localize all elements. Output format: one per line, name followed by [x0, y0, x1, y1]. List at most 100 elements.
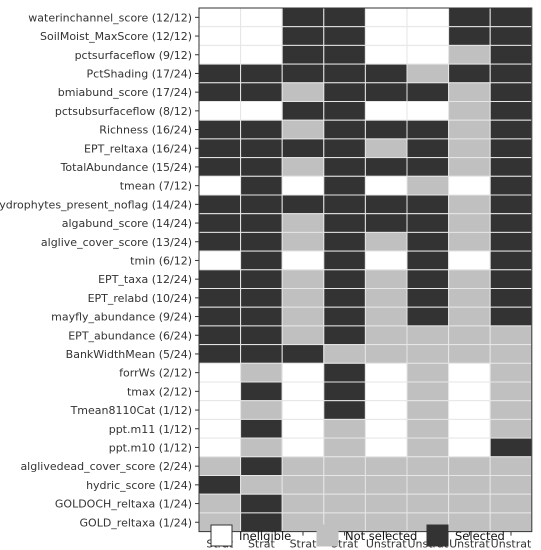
legend-label-not-selected: Not selected [345, 529, 417, 543]
cell-waterinchannel-score-col-7 [448, 7, 491, 28]
cell-ept-abundance-col-5 [364, 325, 408, 346]
cell-ept-reltaxa-col-5 [364, 138, 408, 159]
cell-ept-abundance-col-6 [406, 325, 450, 346]
cell-waterinchannel-score-col-3 [281, 7, 325, 28]
row-label: TotalAbundance (15/24) [60, 161, 192, 174]
row-label: EPT_taxa (12/24) [98, 273, 192, 286]
cell-bmiabund-score-col-3 [281, 82, 325, 103]
row-label: GOLDOCH_reltaxa (1/24) [55, 498, 192, 511]
row-label: hydric_score (1/24) [86, 479, 192, 492]
cell-ppt-m10-col-7 [448, 437, 491, 458]
cell-hydric-score-col-1 [198, 475, 242, 495]
cell-hydric-score-col-2 [240, 475, 283, 495]
cell-ept-taxa-col-5 [364, 269, 408, 289]
row-label: BankWidthMean (5/24) [66, 348, 192, 361]
row-label: mayfly_abundance (9/24) [51, 311, 192, 324]
cell-pctshading-col-3 [281, 63, 325, 84]
cell-algabund-score-col-4 [323, 213, 366, 233]
cell-ept-abundance-col-2 [240, 325, 283, 346]
cell-mayfly-abundance-col-3 [281, 306, 325, 327]
cell-totalabundance-col-8 [489, 157, 533, 177]
cell-totalabundance-col-1 [198, 157, 242, 177]
cell-pctsurfaceflow-col-8 [489, 44, 533, 65]
cell-algabund-score-col-1 [198, 213, 242, 233]
cell-totalabundance-col-6 [406, 157, 450, 177]
cell-tmin-col-5 [364, 250, 408, 271]
cell-totalabundance-col-7 [448, 157, 491, 177]
cell-hydrophytes-present-noflag-col-2 [240, 194, 283, 215]
cell-bmiabund-score-col-8 [489, 82, 533, 103]
row-label: pctsurfaceflow (9/12) [75, 49, 192, 62]
cell-forrws-col-2 [240, 362, 283, 383]
cell-richness-col-3 [281, 119, 325, 140]
cell-richness-col-5 [364, 119, 408, 140]
cell-tmean8110cat-col-5 [364, 400, 408, 420]
row-label: Tmean8110Cat (1/12) [70, 404, 192, 417]
cell-alglive-cover-score-col-3 [281, 231, 325, 252]
cell-tmean-col-6 [406, 175, 450, 196]
cell-forrws-col-4 [323, 362, 366, 383]
cell-alglivedead-cover-score-col-1 [198, 456, 242, 476]
cell-ppt-m11-col-7 [448, 418, 491, 439]
cell-mayfly-abundance-col-5 [364, 306, 408, 327]
cell-ept-abundance-col-4 [323, 325, 366, 346]
cell-waterinchannel-score-col-4 [323, 7, 366, 28]
row-label: bmiabund_score (17/24) [58, 86, 192, 99]
heatmap-cells [198, 7, 533, 533]
cell-tmean-col-2 [240, 175, 283, 196]
cell-ppt-m10-col-8 [489, 437, 533, 458]
row-label: waterinchannel_score (12/12) [28, 11, 192, 24]
cell-tmin-col-3 [281, 250, 325, 271]
cell-goldoch-reltaxa-col-1 [198, 493, 242, 514]
cell-forrws-col-5 [364, 362, 408, 383]
cell-hydrophytes-present-noflag-col-5 [364, 194, 408, 215]
cell-mayfly-abundance-col-6 [406, 306, 450, 327]
row-labels: waterinchannel_score (12/12) SoilMoist_Ma… [0, 11, 199, 529]
cell-ept-relabd-col-1 [198, 288, 242, 308]
cell-goldoch-reltaxa-col-4 [323, 493, 366, 514]
cell-ept-relabd-col-6 [406, 288, 450, 308]
cell-bmiabund-score-col-2 [240, 82, 283, 103]
cell-pctsubsurfaceflow-col-8 [489, 101, 533, 121]
legend-key-ineligible [210, 524, 233, 547]
cell-tmin-col-6 [406, 250, 450, 271]
cell-tmin-col-1 [198, 250, 242, 271]
cell-goldoch-reltaxa-col-6 [406, 493, 450, 514]
legend-key-selected [426, 524, 449, 547]
cell-soilmoist-maxscore-col-3 [281, 26, 325, 46]
cell-alglive-cover-score-col-8 [489, 231, 533, 252]
cell-bankwidthmean-col-1 [198, 344, 242, 364]
legend-key-not-selected [316, 524, 339, 547]
cell-pctshading-col-7 [448, 63, 491, 84]
row-label: Richness (16/24) [99, 124, 192, 137]
cell-waterinchannel-score-col-8 [489, 7, 533, 28]
row-label: alglive_cover_score (13/24) [41, 236, 192, 249]
cell-pctshading-col-2 [240, 63, 283, 84]
cell-richness-col-2 [240, 119, 283, 140]
cell-ept-relabd-col-2 [240, 288, 283, 308]
cell-soilmoist-maxscore-col-1 [198, 26, 242, 46]
cell-bmiabund-score-col-5 [364, 82, 408, 103]
cell-pctsubsurfaceflow-col-7 [448, 101, 491, 121]
cell-totalabundance-col-4 [323, 157, 366, 177]
cell-tmean8110cat-col-8 [489, 400, 533, 420]
row-label: EPT_abundance (6/24) [68, 329, 192, 342]
cell-ppt-m11-col-6 [406, 418, 450, 439]
cell-ept-taxa-col-8 [489, 269, 533, 289]
cell-algabund-score-col-8 [489, 213, 533, 233]
cell-tmean8110cat-col-7 [448, 400, 491, 420]
row-label: ppt.m11 (1/12) [109, 423, 192, 436]
cell-mayfly-abundance-col-8 [489, 306, 533, 327]
row-label: SoilMoist_MaxScore (12/12) [40, 30, 192, 43]
cell-tmean-col-8 [489, 175, 533, 196]
legend: Ineligible Not selected Selected [210, 524, 505, 547]
cell-richness-col-4 [323, 119, 366, 140]
cell-alglive-cover-score-col-7 [448, 231, 491, 252]
cell-ept-abundance-col-7 [448, 325, 491, 346]
cell-tmax-col-3 [281, 381, 325, 402]
cell-tmin-col-8 [489, 250, 533, 271]
cell-pctshading-col-1 [198, 63, 242, 84]
cell-tmax-col-2 [240, 381, 283, 402]
cell-tmax-col-4 [323, 381, 366, 402]
cell-goldoch-reltaxa-col-3 [281, 493, 325, 514]
